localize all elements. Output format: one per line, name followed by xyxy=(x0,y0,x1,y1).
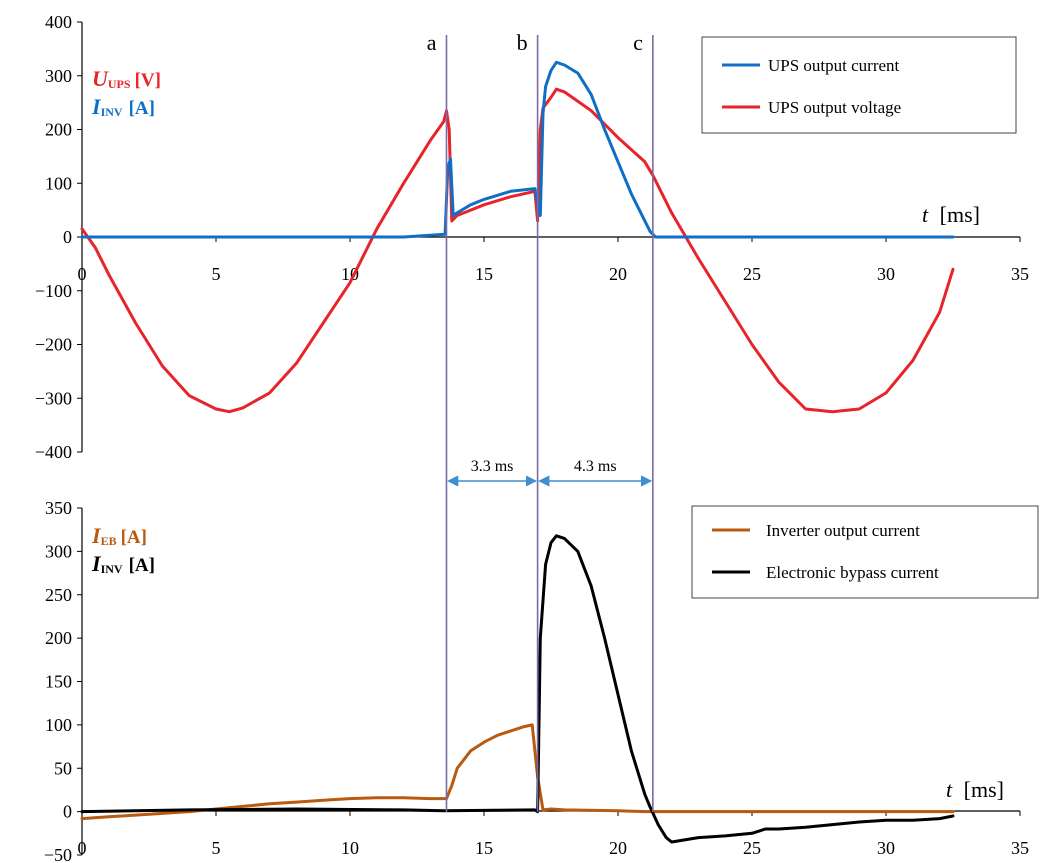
x-tick-label: 0 xyxy=(78,838,87,858)
duration-annotations: 3.3 ms 4.3 ms xyxy=(447,458,653,487)
y-tick-label: 300 xyxy=(45,541,72,561)
series-line-ups-output-voltage xyxy=(80,87,955,414)
y-tick-label: 300 xyxy=(45,66,72,86)
bottom-legend-box xyxy=(691,505,1039,599)
legend-label-ups-current: UPS output current xyxy=(768,56,900,75)
x-tick-label: 5 xyxy=(212,838,221,858)
y-tick-label: −50 xyxy=(44,845,72,863)
y-tick-label: 0 xyxy=(63,227,72,247)
y-tick-label: 100 xyxy=(45,173,72,193)
top-series xyxy=(80,60,955,414)
series-line-ups-output-current xyxy=(80,60,955,239)
x-tick-label: 35 xyxy=(1011,838,1029,858)
x-tick-label: 15 xyxy=(475,264,493,284)
x-tick-label: 25 xyxy=(743,838,761,858)
top-legend-box xyxy=(701,36,1017,134)
top-ylabel-voltage: UUPS [V] xyxy=(92,66,161,91)
y-tick-label: 200 xyxy=(45,120,72,140)
top-x-ticks: 0 5 10 15 20 25 30 35 xyxy=(78,237,1029,284)
y-tick-label: 400 xyxy=(45,12,72,32)
bottom-legend: Inverter output current Electronic bypas… xyxy=(691,505,1039,599)
y-tick-label: 0 xyxy=(63,802,72,822)
legend-label-bypass: Electronic bypass current xyxy=(766,563,939,582)
y-tick-label: 50 xyxy=(54,758,72,778)
x-tick-label: 35 xyxy=(1011,264,1029,284)
legend-label-ups-voltage: UPS output voltage xyxy=(768,98,901,117)
marker-label-c: c xyxy=(633,30,643,55)
y-tick-label: 100 xyxy=(45,715,72,735)
marker-label-b: b xyxy=(517,30,528,55)
y-tick-label: −200 xyxy=(35,335,72,355)
y-tick-label: 200 xyxy=(45,628,72,648)
y-tick-label: 350 xyxy=(45,498,72,518)
bottom-x-ticks: 0 5 10 15 20 25 30 35 xyxy=(78,811,1029,858)
x-tick-label: 25 xyxy=(743,264,761,284)
top-y-ticks: 400 300 200 100 0 −100 −200 −300 −400 xyxy=(35,12,82,462)
top-legend: UPS output current UPS output voltage xyxy=(701,36,1017,134)
y-tick-label: −400 xyxy=(35,442,72,462)
x-tick-label: 5 xyxy=(212,264,221,284)
bottom-ylabel-inv: IINV [A] xyxy=(91,551,155,576)
y-tick-label: −100 xyxy=(35,281,72,301)
x-tick-label: 20 xyxy=(609,838,627,858)
bottom-xaxis-label: t [ms] xyxy=(946,777,1004,802)
legend-label-inverter: Inverter output current xyxy=(766,521,920,540)
x-tick-label: 30 xyxy=(877,264,895,284)
bottom-ylabel-eb: IEB [A] xyxy=(91,523,147,548)
x-tick-label: 10 xyxy=(341,838,359,858)
marker-label-a: a xyxy=(427,30,437,55)
top-ylabel-current: IINV [A] xyxy=(91,94,155,119)
x-tick-label: 20 xyxy=(609,264,627,284)
x-tick-label: 30 xyxy=(877,838,895,858)
top-panel: 400 300 200 100 0 −100 −200 −300 −400 0 5 10 15 20 25… xyxy=(35,12,1029,462)
bottom-y-ticks: 350 300 250 200 150 100 50 0 −50 xyxy=(44,498,82,863)
y-tick-label: −300 xyxy=(35,388,72,408)
series-line-inverter-output-current xyxy=(80,723,955,821)
y-tick-label: 250 xyxy=(45,585,72,605)
top-xaxis-label: t [ms] xyxy=(922,202,980,227)
x-tick-label: 0 xyxy=(78,264,87,284)
duration-label: 4.3 ms xyxy=(574,458,617,475)
series-line-electronic-bypass-current xyxy=(80,534,955,844)
y-tick-label: 150 xyxy=(45,672,72,692)
bottom-series xyxy=(80,534,955,844)
x-tick-label: 15 xyxy=(475,838,493,858)
event-markers: a b c xyxy=(427,30,654,812)
duration-label: 3.3 ms xyxy=(471,458,514,475)
x-tick-label: 10 xyxy=(341,264,359,284)
